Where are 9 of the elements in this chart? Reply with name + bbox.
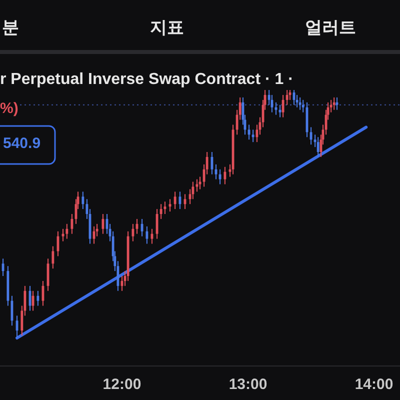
- x-tick-label: 14:00: [354, 376, 394, 393]
- chart-title: r Perpetual Inverse Swap Contract · 1 ·: [0, 71, 294, 88]
- annotation: 540.9: [3, 135, 41, 152]
- text: 지표: [150, 18, 184, 37]
- text: 분: [2, 18, 19, 37]
- x-tick-label: 13:00: [228, 376, 268, 393]
- x-tick-label: 12:00: [102, 376, 142, 393]
- text: 얼러트: [305, 18, 356, 37]
- annotation: %): [0, 100, 18, 117]
